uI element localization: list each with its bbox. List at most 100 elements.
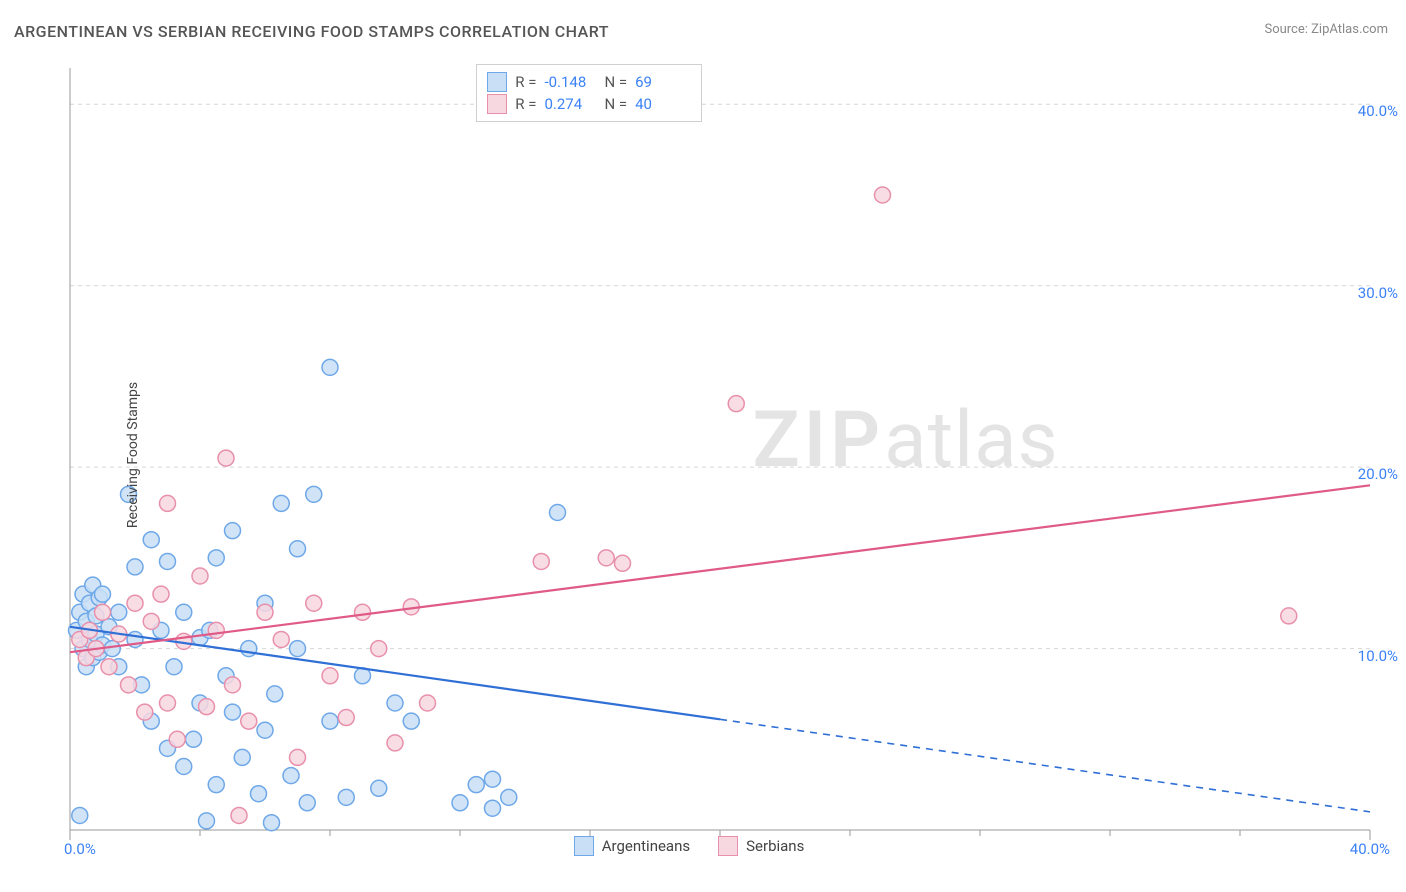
legend-swatch — [487, 72, 507, 92]
legend-item: Argentineans — [574, 836, 690, 856]
legend-swatch — [574, 836, 594, 856]
scatter-point — [143, 532, 159, 548]
stats-legend: R = -0.148 N = 69 R = 0.274 N = 40 — [476, 64, 702, 122]
scatter-point — [199, 699, 215, 715]
scatter-point — [264, 815, 280, 831]
scatter-point — [598, 550, 614, 566]
scatter-point — [95, 604, 111, 620]
stats-row: R = 0.274 N = 40 — [487, 93, 687, 115]
legend-label: Argentineans — [602, 837, 690, 855]
scatter-point — [225, 523, 241, 539]
scatter-point — [338, 710, 354, 726]
scatter-point — [121, 677, 137, 693]
scatter-point — [153, 586, 169, 602]
stat-r-value: 0.274 — [544, 93, 596, 115]
scatter-point — [137, 704, 153, 720]
scatter-point — [225, 677, 241, 693]
source-prefix: Source: — [1264, 22, 1311, 37]
scatter-point — [1281, 608, 1297, 624]
scatter-point — [186, 731, 202, 747]
scatter-point — [452, 795, 468, 811]
scatter-point — [387, 735, 403, 751]
scatter-point — [468, 777, 484, 793]
scatter-point — [371, 780, 387, 796]
scatter-point — [160, 495, 176, 511]
scatter-point — [225, 704, 241, 720]
legend-swatch — [487, 94, 507, 114]
scatter-point — [208, 550, 224, 566]
scatter-point — [283, 768, 299, 784]
scatter-point — [192, 568, 208, 584]
stats-row: R = -0.148 N = 69 — [487, 71, 687, 93]
scatter-point — [322, 668, 338, 684]
trend-line-extrapolated — [720, 719, 1370, 812]
scatter-point — [306, 595, 322, 611]
scatter-point — [533, 553, 549, 569]
y-tick-label: 20.0% — [1358, 465, 1398, 483]
scatter-point — [101, 659, 117, 675]
scatter-point — [550, 505, 566, 521]
y-tick-label: 30.0% — [1358, 284, 1398, 302]
scatter-point — [257, 604, 273, 620]
scatter-point — [160, 695, 176, 711]
scatter-point — [208, 777, 224, 793]
source-credit: Source: ZipAtlas.com — [1264, 22, 1388, 37]
scatter-point — [241, 713, 257, 729]
trend-line — [70, 485, 1370, 652]
scatter-point — [387, 695, 403, 711]
stat-n-value: 40 — [635, 93, 687, 115]
scatter-point — [234, 749, 250, 765]
scatter-point — [338, 789, 354, 805]
scatter-point — [290, 541, 306, 557]
x-tick-label: 0.0% — [64, 840, 96, 858]
scatter-point — [728, 396, 744, 412]
stat-r-label: R = — [515, 93, 536, 115]
stat-n-label: N = — [604, 71, 627, 93]
scatter-point — [615, 555, 631, 571]
stat-r-value: -0.148 — [544, 71, 596, 93]
scatter-point — [143, 613, 159, 629]
legend-label: Serbians — [746, 837, 804, 855]
scatter-point — [257, 722, 273, 738]
chart-area: Receiving Food Stamps — [50, 60, 1390, 850]
chart-title: ARGENTINEAN VS SERBIAN RECEIVING FOOD ST… — [14, 22, 609, 41]
scatter-point — [231, 807, 247, 823]
scatter-point — [160, 553, 176, 569]
scatter-point — [290, 749, 306, 765]
stat-n-label: N = — [604, 93, 627, 115]
series-legend: Argentineans Serbians — [574, 836, 805, 856]
scatter-point — [322, 359, 338, 375]
y-tick-label: 40.0% — [1358, 102, 1398, 120]
scatter-point — [267, 686, 283, 702]
scatter-point — [176, 604, 192, 620]
scatter-point — [322, 713, 338, 729]
scatter-point — [299, 795, 315, 811]
stat-n-value: 69 — [635, 71, 687, 93]
source-link[interactable]: ZipAtlas.com — [1311, 22, 1388, 37]
correlation-scatter-chart — [50, 60, 1390, 850]
scatter-point — [273, 632, 289, 648]
scatter-point — [371, 641, 387, 657]
scatter-point — [127, 559, 143, 575]
scatter-point — [290, 641, 306, 657]
scatter-point — [166, 659, 182, 675]
scatter-point — [485, 800, 501, 816]
scatter-point — [199, 813, 215, 829]
scatter-point — [72, 807, 88, 823]
legend-item: Serbians — [718, 836, 804, 856]
scatter-point — [403, 713, 419, 729]
scatter-point — [208, 622, 224, 638]
scatter-point — [485, 771, 501, 787]
scatter-point — [251, 786, 267, 802]
legend-swatch — [718, 836, 738, 856]
stat-r-label: R = — [515, 71, 536, 93]
y-axis-label: Receiving Food Stamps — [125, 382, 141, 528]
scatter-point — [355, 604, 371, 620]
scatter-point — [218, 450, 234, 466]
scatter-point — [420, 695, 436, 711]
x-tick-label: 40.0% — [1350, 840, 1390, 858]
scatter-point — [306, 486, 322, 502]
scatter-point — [111, 604, 127, 620]
scatter-point — [241, 641, 257, 657]
scatter-point — [169, 731, 185, 747]
